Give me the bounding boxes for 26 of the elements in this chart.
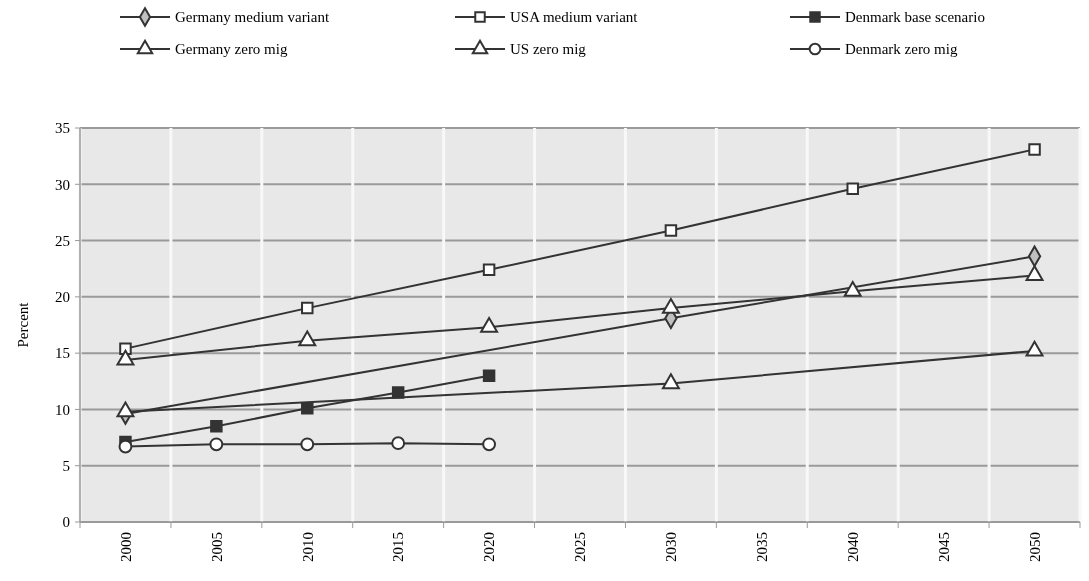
x-tick-label: 2035 [754,532,771,562]
legend-label: USA medium variant [510,9,639,26]
y-tick-label: 15 [55,345,70,362]
x-tick-label: 2025 [572,532,589,562]
y-tick-label: 25 [55,232,70,249]
y-tick-label: 0 [62,514,70,531]
y-tick-label: 20 [55,289,70,306]
x-tick-label: 2030 [663,532,680,562]
x-tick-label: 2010 [299,532,316,562]
x-tick-label: 2020 [481,532,498,562]
y-tick-label: 10 [55,401,70,418]
y-axis-title: Percent [15,301,31,348]
legend-label: Denmark base scenario [845,9,985,26]
y-tick-label: 5 [62,457,70,474]
x-tick-label: 2005 [208,532,225,562]
x-tick-label: 2050 [1026,532,1043,562]
legend-label: Germany medium variant [175,9,330,26]
legend-label: Denmark zero mig [845,41,958,58]
legend-label: US zero mig [510,41,587,58]
x-tick-label: 2045 [935,532,952,562]
x-tick-label: 2015 [390,532,407,562]
y-tick-label: 30 [55,176,70,193]
x-tick-label: 2000 [117,532,134,562]
y-tick-label: 35 [55,120,70,137]
x-tick-label: 2040 [844,532,861,562]
legend-label: Germany zero mig [175,41,288,58]
